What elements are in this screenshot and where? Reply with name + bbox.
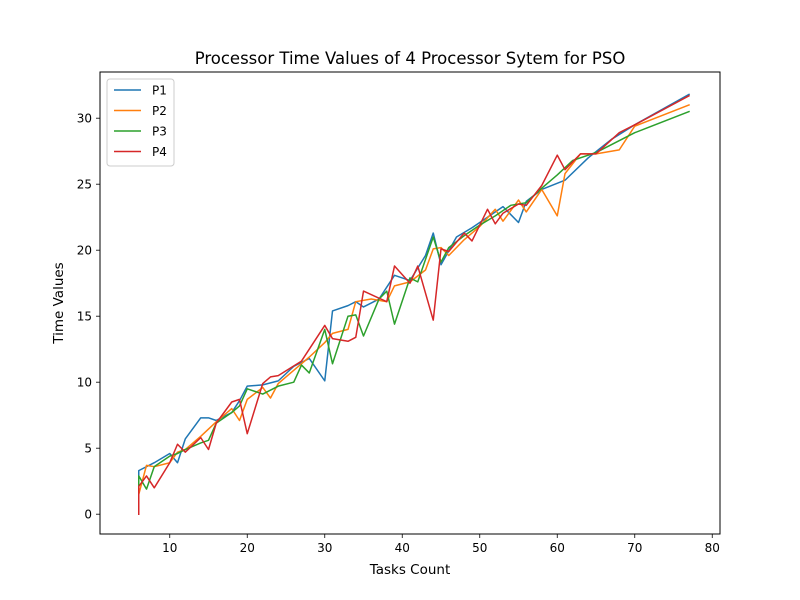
x-tick-label: 80 (705, 541, 720, 555)
x-axis-label: Tasks Count (369, 562, 451, 578)
x-tick-label: 70 (627, 541, 642, 555)
plot-area: 10 20 30 40 50 60 70 80 0 5 10 15 20 25 30 (77, 71, 721, 555)
x-tick-label: 20 (240, 541, 255, 555)
x-tick-label: 30 (317, 541, 332, 555)
y-axis-label: Time Values (51, 262, 67, 344)
series-line-p4 (138, 94, 691, 515)
x-tick-label: 50 (472, 541, 487, 555)
y-axis-ticks: 0 5 10 15 20 25 30 (77, 112, 100, 522)
series-line-p3 (138, 110, 690, 515)
y-tick-label: 30 (77, 112, 92, 126)
y-tick-label: 0 (84, 508, 92, 522)
legend-label-p1: P1 (152, 84, 167, 98)
y-tick-label: 5 (84, 442, 92, 456)
series-line-p2 (138, 104, 690, 515)
legend: P1 P2 P3 P4 (106, 78, 175, 167)
x-axis-ticks: 10 20 30 40 50 60 70 80 (162, 534, 720, 555)
chart-title: Processor Time Values of 4 Processor Syt… (195, 49, 626, 68)
y-tick-label: 25 (77, 178, 92, 192)
x-tick-label: 60 (550, 541, 565, 555)
y-tick-label: 20 (77, 244, 92, 258)
series-layer (138, 93, 691, 515)
legend-label-p2: P2 (152, 104, 167, 118)
y-tick-label: 15 (77, 310, 92, 324)
legend-label-p3: P3 (152, 125, 167, 139)
legend-label-p4: P4 (152, 145, 167, 159)
legend-box (106, 78, 175, 167)
y-tick-label: 10 (77, 376, 92, 390)
x-tick-label: 40 (395, 541, 410, 555)
plot-frame (99, 71, 721, 535)
x-tick-label: 10 (162, 541, 177, 555)
